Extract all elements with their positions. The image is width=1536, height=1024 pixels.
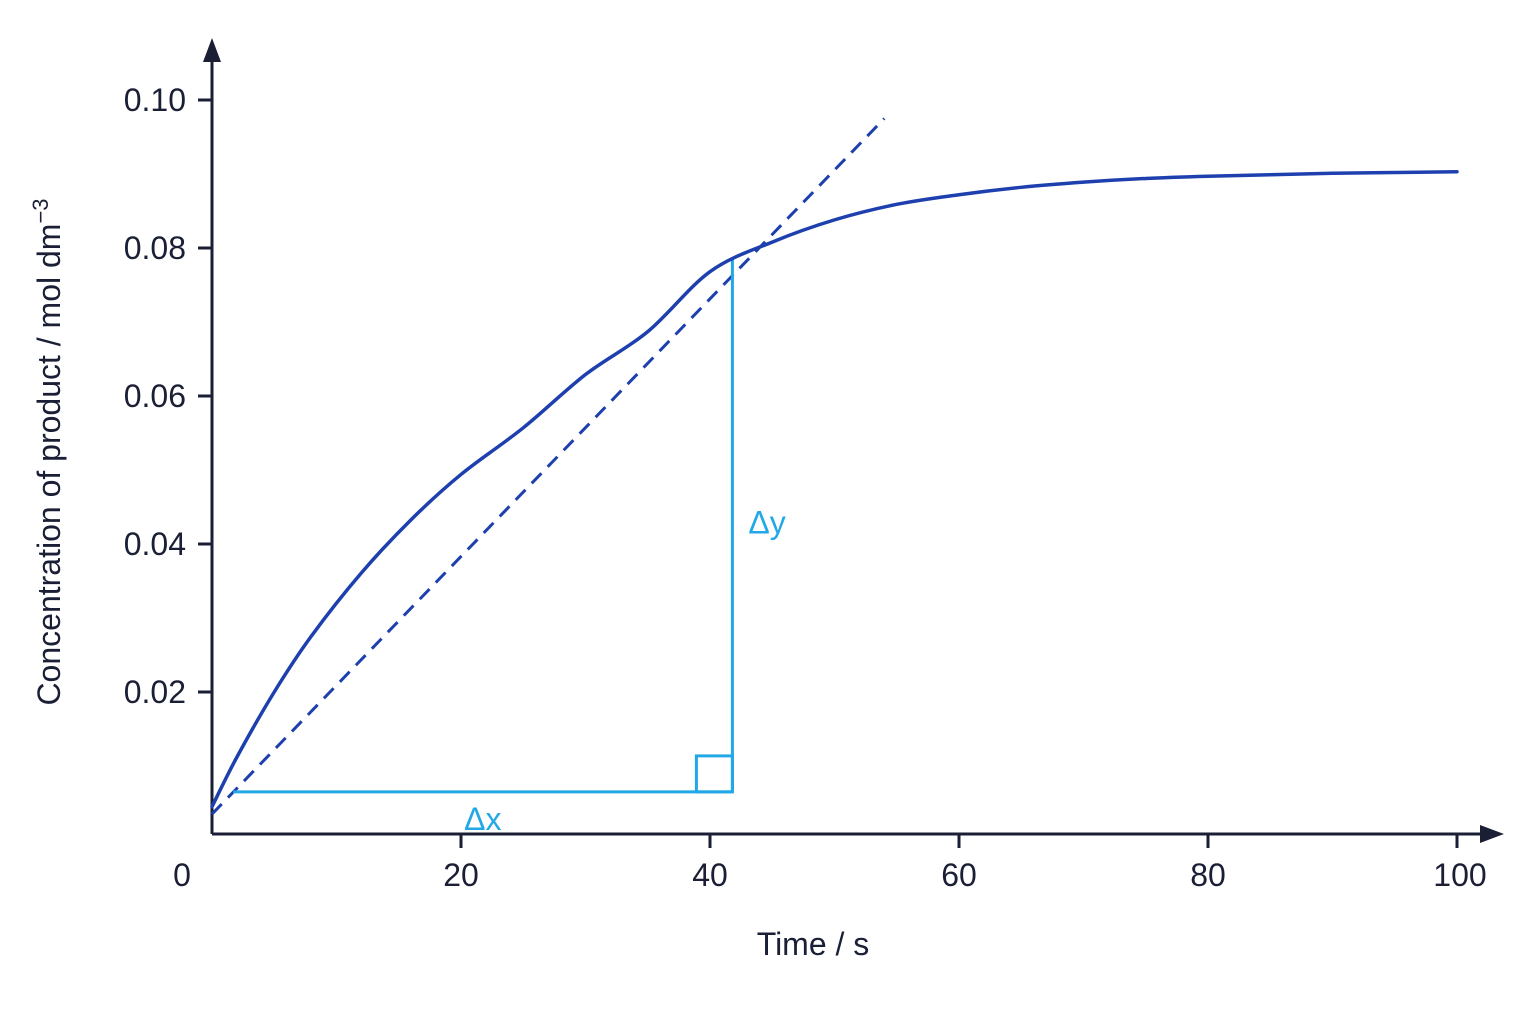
y-tick-label: 0.10: [124, 82, 186, 118]
x-tick-label: 20: [443, 857, 479, 893]
tangent-line: [210, 117, 886, 816]
x-ticks: 0 20 40 60 80 100: [173, 834, 1487, 893]
y-axis-title-text: Concentration of product / mol dm: [31, 224, 67, 706]
x-tick-label: 0: [173, 857, 191, 893]
delta-y-label: Δy: [748, 505, 785, 541]
x-tick-label: 60: [941, 857, 977, 893]
y-axis-title-superscript: −3: [28, 198, 53, 223]
y-tick-label: 0.08: [124, 230, 186, 266]
axes: [203, 38, 1504, 843]
concentration-curve: [210, 170, 1459, 809]
x-tick-label: 80: [1190, 857, 1226, 893]
y-tick-label: 0.04: [124, 526, 186, 562]
y-tick-label: 0.06: [124, 378, 186, 414]
x-axis-title: Time / s: [757, 926, 870, 962]
delta-x-label: Δx: [464, 801, 501, 837]
y-axis-arrow: [203, 38, 221, 62]
y-axis-title: Concentration of product / mol dm−3: [28, 198, 67, 705]
right-angle-marker: [694, 754, 734, 794]
x-tick-label: 40: [692, 857, 728, 893]
x-axis-arrow: [1480, 825, 1504, 843]
y-ticks: 0.02 0.04 0.06 0.08 0.10: [124, 82, 212, 710]
y-tick-label: 0.02: [124, 674, 186, 710]
plot-layer: Δx Δy: [210, 117, 1459, 837]
x-tick-label: 100: [1433, 857, 1486, 893]
